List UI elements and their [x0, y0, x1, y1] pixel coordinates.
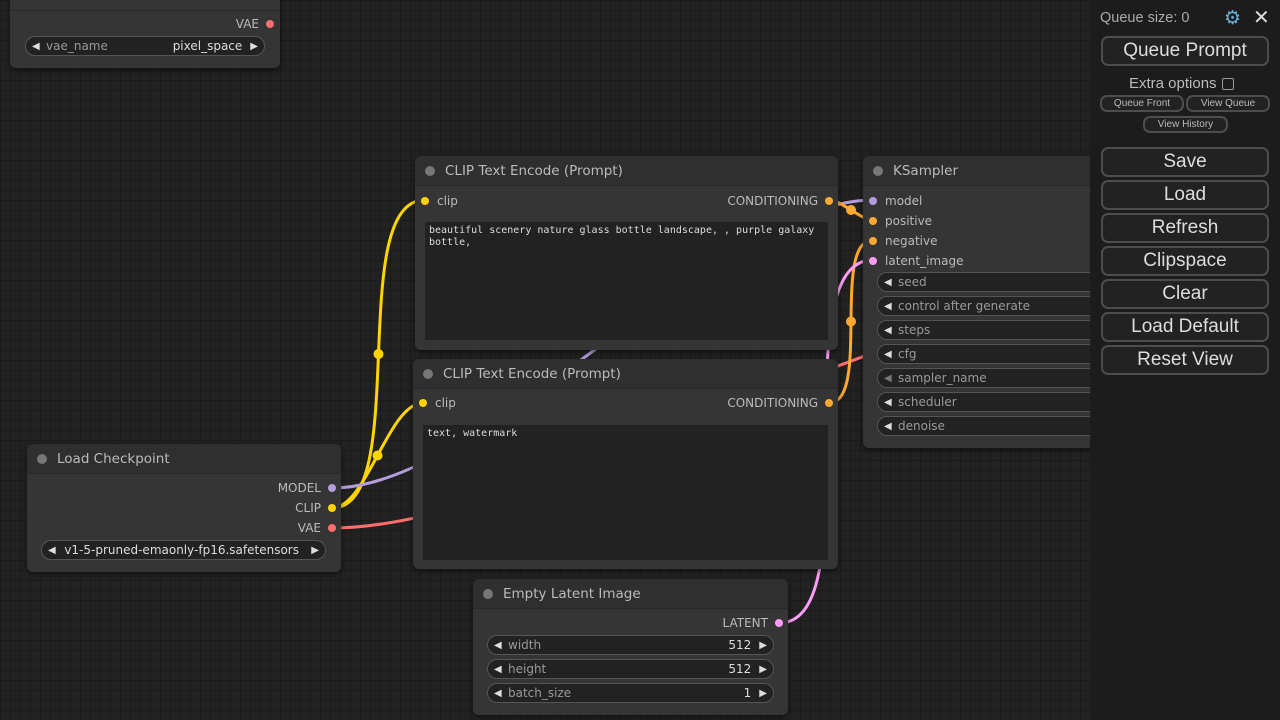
- save-button[interactable]: Save: [1101, 147, 1269, 177]
- arrow-left-icon[interactable]: ◀: [884, 372, 892, 384]
- arrow-right-icon[interactable]: ▶: [250, 40, 258, 52]
- arrow-left-icon[interactable]: ◀: [48, 544, 56, 556]
- arrow-left-icon[interactable]: ◀: [494, 687, 502, 699]
- extra-options: Extra options: [1129, 75, 1234, 92]
- slot-dot[interactable]: [421, 197, 429, 205]
- input-clip[interactable]: clip: [419, 393, 456, 413]
- output-conditioning[interactable]: CONDITIONING: [727, 393, 833, 413]
- arrow-right-icon[interactable]: ▶: [759, 663, 767, 675]
- arrow-left-icon[interactable]: ◀: [884, 276, 892, 288]
- widget-batch-size[interactable]: ◀ batch_size 1 ▶: [487, 683, 774, 703]
- arrow-left-icon[interactable]: ◀: [884, 396, 892, 408]
- view-queue-button[interactable]: View Queue: [1186, 95, 1270, 112]
- extra-options-checkbox[interactable]: [1221, 77, 1234, 90]
- collapse-dot[interactable]: [37, 453, 47, 464]
- input-positive[interactable]: positive: [869, 211, 932, 231]
- gear-icon[interactable]: ⚙: [1224, 7, 1242, 29]
- slot-dot[interactable]: [825, 197, 833, 205]
- reset-view-button[interactable]: Reset View: [1101, 345, 1269, 375]
- collapse-dot[interactable]: [483, 588, 493, 599]
- widget-vae-name[interactable]: ◀ vae_name pixel_space ▶: [25, 36, 265, 56]
- widget-height[interactable]: ◀ height 512 ▶: [487, 659, 774, 679]
- arrow-right-icon[interactable]: ▶: [759, 639, 767, 651]
- arrow-left-icon[interactable]: ◀: [494, 639, 502, 651]
- queue-size: Queue size: 0: [1100, 10, 1190, 26]
- slot-dot[interactable]: [419, 399, 427, 407]
- side-menu: Queue size: 0 ⚙ ✕ Queue Prompt Extra opt…: [1090, 0, 1280, 720]
- queue-prompt-button[interactable]: Queue Prompt: [1101, 36, 1269, 66]
- slot-dot[interactable]: [328, 524, 336, 532]
- input-model[interactable]: model: [869, 191, 922, 211]
- collapse-dot[interactable]: [423, 368, 433, 379]
- prompt-textarea[interactable]: text, watermark: [423, 425, 828, 560]
- node-vae-loader[interactable]: VAE ◀ vae_name pixel_space ▶: [10, 0, 280, 68]
- output-vae[interactable]: VAE: [236, 14, 274, 34]
- slot-dot[interactable]: [328, 484, 336, 492]
- prompt-textarea[interactable]: beautiful scenery nature glass bottle la…: [425, 222, 828, 340]
- node-clip-text-encode-negative[interactable]: CLIP Text Encode (Prompt) clip CONDITION…: [413, 359, 838, 569]
- output-clip[interactable]: CLIP: [295, 498, 336, 518]
- arrow-left-icon[interactable]: ◀: [884, 324, 892, 336]
- node-title[interactable]: CLIP Text Encode (Prompt): [413, 359, 838, 389]
- view-history-button[interactable]: View History: [1143, 116, 1228, 133]
- slot-dot[interactable]: [775, 619, 783, 627]
- arrow-right-icon[interactable]: ▶: [311, 544, 319, 556]
- wire-clip-positive-midpoint[interactable]: [373, 349, 384, 360]
- slot-dot[interactable]: [869, 257, 877, 265]
- wire-positive-midpoint[interactable]: [846, 205, 856, 215]
- load-default-button[interactable]: Load Default: [1101, 312, 1269, 342]
- clear-button[interactable]: Clear: [1101, 279, 1269, 309]
- wire-negative-midpoint[interactable]: [846, 316, 856, 327]
- arrow-right-icon[interactable]: ▶: [759, 687, 767, 699]
- output-vae[interactable]: VAE: [298, 518, 336, 538]
- wire-clip-negative-midpoint[interactable]: [372, 450, 383, 461]
- refresh-button[interactable]: Refresh: [1101, 213, 1269, 243]
- arrow-left-icon[interactable]: ◀: [884, 420, 892, 432]
- slot-dot[interactable]: [825, 399, 833, 407]
- collapse-dot[interactable]: [425, 165, 435, 176]
- widget-width[interactable]: ◀ width 512 ▶: [487, 635, 774, 655]
- output-model[interactable]: MODEL: [278, 478, 336, 498]
- input-latent-image[interactable]: latent_image: [869, 251, 963, 271]
- node-title[interactable]: CLIP Text Encode (Prompt): [415, 156, 838, 186]
- slot-dot[interactable]: [266, 20, 274, 28]
- arrow-left-icon[interactable]: ◀: [32, 40, 40, 52]
- input-negative[interactable]: negative: [869, 231, 937, 251]
- node-title[interactable]: Load Checkpoint: [27, 444, 341, 474]
- widget-ckpt-name[interactable]: ◀ v1-5-pruned-emaonly-fp16.safetensors ▶: [41, 540, 326, 560]
- slot-dot[interactable]: [869, 217, 877, 225]
- queue-front-button[interactable]: Queue Front: [1100, 95, 1184, 112]
- node-empty-latent-image[interactable]: Empty Latent Image LATENT ◀ width 512 ▶ ◀ he…: [473, 579, 788, 715]
- close-icon[interactable]: ✕: [1253, 5, 1270, 29]
- slot-dot[interactable]: [328, 504, 336, 512]
- output-conditioning[interactable]: CONDITIONING: [727, 191, 833, 211]
- input-clip[interactable]: clip: [421, 191, 458, 211]
- node-load-checkpoint[interactable]: Load Checkpoint MODEL CLIP VAE ◀ v1-5-pru…: [27, 444, 341, 572]
- output-latent[interactable]: LATENT: [723, 613, 783, 633]
- arrow-left-icon[interactable]: ◀: [884, 300, 892, 312]
- arrow-left-icon[interactable]: ◀: [494, 663, 502, 675]
- load-button[interactable]: Load: [1101, 180, 1269, 210]
- slot-dot[interactable]: [869, 237, 877, 245]
- collapse-dot[interactable]: [873, 165, 883, 176]
- slot-dot[interactable]: [869, 197, 877, 205]
- node-clip-text-encode-positive[interactable]: CLIP Text Encode (Prompt) clip CONDITION…: [415, 156, 838, 350]
- arrow-left-icon[interactable]: ◀: [884, 348, 892, 360]
- clipspace-button[interactable]: Clipspace: [1101, 246, 1269, 276]
- node-title[interactable]: Empty Latent Image: [473, 579, 788, 609]
